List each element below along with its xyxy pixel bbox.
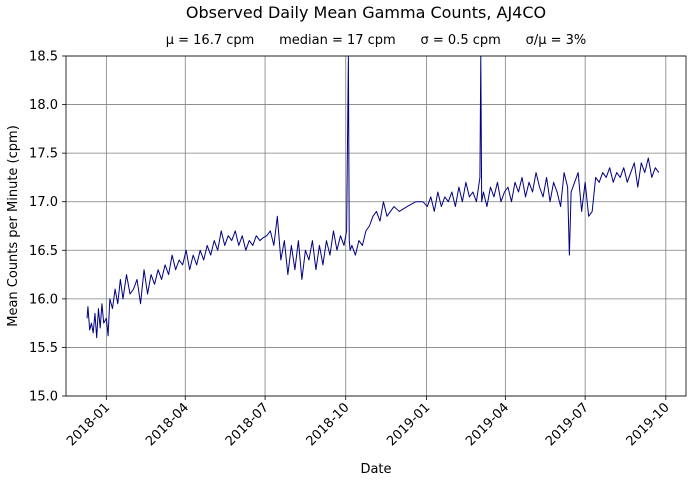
x-tick-label: 2018-07 [223, 400, 272, 449]
y-axis: 15.0 15.5 16.0 16.5 17.0 17.5 18.0 18.5 [29, 50, 66, 405]
y-tick-label: 16.5 [29, 244, 58, 259]
x-tick-label: 2018-01 [64, 400, 113, 449]
x-tick-label: 2019-01 [384, 400, 433, 449]
grid [66, 55, 686, 397]
y-tick-label: 15.5 [29, 341, 58, 356]
plot-frame [65, 55, 687, 397]
y-tick-label: 16.0 [29, 292, 58, 307]
x-tick-label: 2018-10 [304, 400, 353, 449]
x-axis: 2018-01 2018-04 2018-07 2018-10 2019-01 2019-… [64, 396, 673, 449]
x-tick-label: 2019-10 [624, 400, 673, 449]
x-axis-label: Date [360, 462, 391, 477]
chart-subtitle: μ = 16.7 cpm median = 17 cpm σ = 0.5 cpm… [166, 33, 587, 48]
x-tick-label: 2018-04 [143, 400, 192, 449]
y-tick-label: 18.0 [29, 98, 58, 113]
y-axis-label: Mean Counts per Minute (cpm) [6, 125, 21, 327]
chart-title: Observed Daily Mean Gamma Counts, AJ4CO [186, 3, 546, 22]
y-tick-label: 17.5 [29, 147, 58, 162]
x-tick-label: 2019-07 [543, 400, 592, 449]
y-tick-label: 18.5 [29, 50, 58, 65]
plot-area [86, 56, 660, 339]
x-tick-label: 2019-04 [463, 400, 512, 449]
y-tick-label: 15.0 [29, 390, 58, 405]
y-tick-label: 17.0 [29, 195, 58, 210]
series-line [86, 56, 660, 339]
